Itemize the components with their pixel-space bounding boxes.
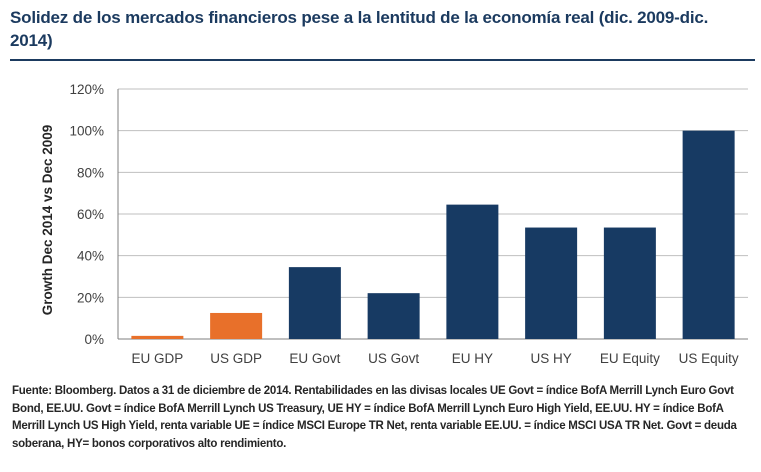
bar-us-govt [367, 293, 420, 339]
x-tick-label: US GDP [210, 351, 262, 366]
y-tick-label: 80% [77, 165, 104, 180]
y-tick-label: 0% [84, 332, 104, 347]
bar-eu-hy [446, 204, 499, 339]
x-tick-label: US Equity [679, 351, 739, 366]
y-tick-label: 40% [77, 249, 104, 264]
x-tick-label: EU GDP [131, 351, 183, 366]
bars [131, 130, 735, 339]
x-tick-label: US HY [530, 351, 571, 366]
x-tick-label: EU Govt [289, 351, 340, 366]
bar-us-hy [525, 227, 578, 339]
title-rule [10, 59, 755, 61]
y-axis-label: Growth Dec 2014 vs Dec 2009 [40, 125, 55, 316]
y-tick-labels: 0% 20% 40% 60% 80% 100% 120% [69, 82, 104, 347]
grid-lines [117, 88, 748, 340]
bar-us-equity [682, 130, 735, 339]
y-tick-label: 60% [77, 207, 104, 222]
bar-chart: 0% 20% 40% 60% 80% 100% 120% EU GDP US GDP EU Go… [40, 82, 748, 366]
x-tick-label: EU HY [452, 351, 493, 366]
x-tick-label: US Govt [368, 351, 419, 366]
bar-eu-govt [288, 267, 341, 339]
bar-eu-gdp [131, 335, 184, 339]
chart-title: Solidez de los mercados financieros pese… [10, 8, 709, 50]
bar-us-gdp [210, 312, 263, 339]
y-tick-label: 100% [69, 124, 104, 139]
y-tick-label: 20% [77, 290, 104, 305]
source-footnote: Fuente: Bloomberg. Datos a 31 de diciemb… [12, 385, 737, 450]
x-tick-label: EU Equity [600, 351, 660, 366]
y-tick-label: 120% [69, 82, 104, 97]
x-tick-labels: EU GDP US GDP EU Govt US Govt EU HY US HY EU E… [131, 351, 738, 366]
bar-eu-equity [603, 227, 656, 339]
